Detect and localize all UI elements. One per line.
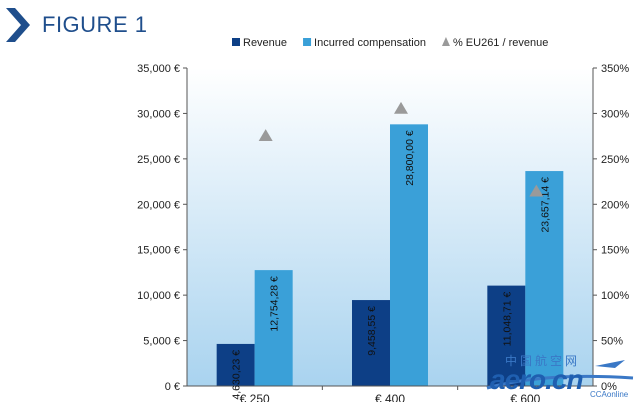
bar-compensation [525,171,564,386]
x-tick-label: € 250 [240,392,270,402]
y-left-tick-label: 0 € [165,381,180,393]
y-left-tick-label: 5,000 € [143,336,180,348]
y-left-tick-label: 20,000 € [137,199,180,211]
bar-data-label: 28,800,00 € [404,130,416,186]
pct-marker [394,101,408,114]
y-left-tick-label: 15,000 € [137,245,180,257]
watermark-latin-text: aero.cn [490,364,584,395]
y-right-tick-label: 0% [601,381,617,393]
figure-title: FIGURE 1 [42,12,148,37]
legend-label: % EU261 / revenue [453,37,548,49]
figure-header: FIGURE 1 [6,8,147,42]
y-left-tick-label: 30,000 € [137,108,180,120]
y-right-tick-label: 200% [601,199,629,211]
chevron-right-icon [6,8,30,42]
bar-compensation [254,270,293,386]
y-left-tick-label: 25,000 € [137,154,180,166]
plane-swoosh-icon [486,360,634,390]
y-right-tick-label: 300% [601,108,629,120]
y-left-tick-label: 35,000 € [137,63,180,75]
bar-data-label: 12,754,28 € [269,276,281,332]
bar-data-label: 9,458,55 € [366,306,378,356]
legend-label: Incurred compensation [314,37,426,49]
bar-revenue [487,285,526,386]
y-right-tick-label: 250% [601,154,629,166]
legend-label: Revenue [243,37,287,49]
legend-swatch [303,38,312,46]
watermark-logo [485,352,635,400]
y-right-tick-label: 100% [601,290,629,302]
y-right-tick-label: 350% [601,63,629,75]
bar-data-label: 4,630,23 € [231,350,243,400]
pct-marker [258,129,273,142]
watermark-cn-text: 中国航空网 [505,354,581,368]
bar-data-label: 11,048,71 € [501,291,513,346]
bar-revenue [216,343,255,386]
y-right-tick-label: 50% [601,336,623,348]
pct-marker [529,184,544,197]
y-right-tick-label: 150% [601,245,629,257]
legend-swatch [441,37,450,46]
y-left-tick-label: 10,000 € [137,290,180,302]
bar-revenue [352,300,390,386]
x-tick-label: € 600 [510,392,540,402]
bar-compensation [390,124,428,387]
legend-swatch [232,38,240,46]
watermark-sub-text: CCAonline [590,390,629,399]
bar-data-label: 23,657,14 € [539,177,551,233]
x-tick-label: € 400 [375,392,405,402]
